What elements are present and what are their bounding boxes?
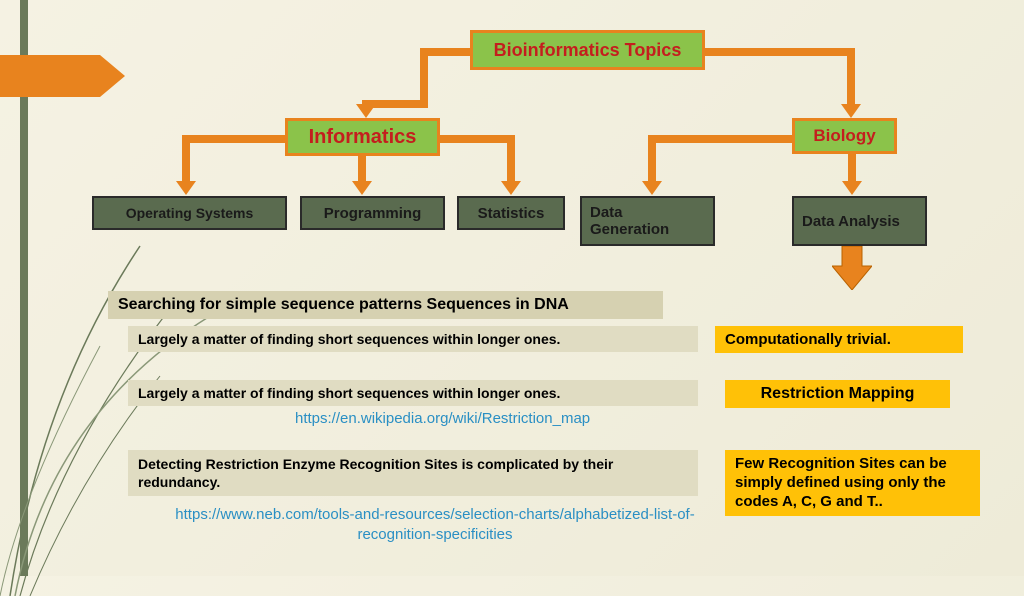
connector xyxy=(440,135,515,143)
connector xyxy=(648,135,656,183)
bar-text: Restriction Mapping xyxy=(761,385,915,402)
big-down-arrow-icon xyxy=(832,246,872,290)
node-label: Data Analysis xyxy=(802,213,900,230)
bar-text: Computationally trivial. xyxy=(725,331,891,348)
highlight-bar: Computationally trivial. xyxy=(715,326,963,353)
connector xyxy=(648,135,792,143)
highlight-bar: Restriction Mapping xyxy=(725,380,950,408)
node-data-analysis: Data Analysis xyxy=(792,196,927,246)
connector xyxy=(847,48,855,108)
node-label: Statistics xyxy=(478,205,545,222)
node-informatics: Informatics xyxy=(285,118,440,156)
hyperlink-wiki[interactable]: https://en.wikipedia.org/wiki/Restrictio… xyxy=(295,410,590,427)
connector xyxy=(182,135,285,143)
section-title-bar: Searching for simple sequence patterns S… xyxy=(108,291,663,319)
bar-text: Searching for simple sequence patterns S… xyxy=(118,296,569,313)
node-operating-systems: Operating Systems xyxy=(92,196,287,230)
arrowhead-icon xyxy=(842,181,862,195)
node-root: Bioinformatics Topics xyxy=(470,30,705,70)
highlight-bar: Few Recognition Sites can be simply defi… xyxy=(725,450,980,516)
arrowhead-icon xyxy=(501,181,521,195)
connector xyxy=(705,48,855,56)
node-label: Bioinformatics Topics xyxy=(494,40,682,61)
slide-arrow-badge xyxy=(0,55,125,97)
connector xyxy=(182,135,190,183)
node-biology: Biology xyxy=(792,118,897,154)
arrowhead-icon xyxy=(352,181,372,195)
bar-text: Few Recognition Sites can be simply defi… xyxy=(735,455,947,510)
hyperlink-neb[interactable]: https://www.neb.com/tools-and-resources/… xyxy=(175,505,695,544)
detail-bar: Largely a matter of finding short sequen… xyxy=(128,326,698,352)
node-statistics: Statistics xyxy=(457,196,565,230)
node-label: Informatics xyxy=(309,126,417,149)
detail-bar: Largely a matter of finding short sequen… xyxy=(128,380,698,406)
connector xyxy=(358,156,366,184)
node-data-generation: Data Generation xyxy=(580,196,715,246)
node-label: Data Generation xyxy=(590,204,705,238)
connector xyxy=(848,154,856,184)
arrowhead-icon xyxy=(176,181,196,195)
arrowhead-icon xyxy=(841,104,861,118)
node-label: Operating Systems xyxy=(126,205,254,221)
connector xyxy=(507,135,515,183)
node-label: Programming xyxy=(324,205,422,222)
link-text: https://www.neb.com/tools-and-resources/… xyxy=(175,506,694,543)
arrowhead-icon xyxy=(356,104,376,118)
link-text: https://en.wikipedia.org/wiki/Restrictio… xyxy=(295,410,590,427)
bar-text: Largely a matter of finding short sequen… xyxy=(138,385,560,401)
node-programming: Programming xyxy=(300,196,445,230)
bar-text: Largely a matter of finding short sequen… xyxy=(138,331,560,347)
arrowhead-icon xyxy=(642,181,662,195)
node-label: Biology xyxy=(813,126,875,146)
connector xyxy=(420,48,428,108)
bar-text: Detecting Restriction Enzyme Recognition… xyxy=(138,456,613,490)
detail-bar: Detecting Restriction Enzyme Recognition… xyxy=(128,450,698,496)
